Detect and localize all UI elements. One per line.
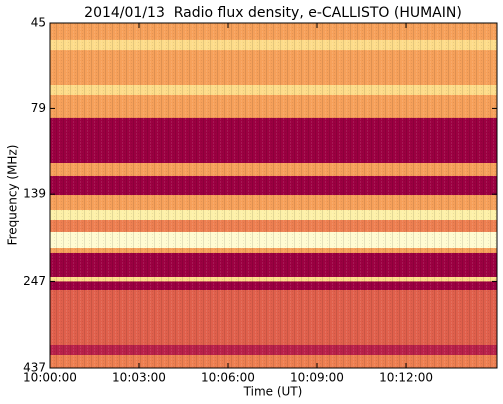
y-tick-label: 437 <box>23 361 46 375</box>
x-tick-label: 10:06:00 <box>201 371 255 385</box>
texture <box>50 23 497 368</box>
x-tick-label: 10:03:00 <box>112 371 166 385</box>
y-axis-label: Frequency (MHz) <box>6 145 20 246</box>
y-tick-label: 139 <box>23 187 46 201</box>
y-tick-label: 79 <box>31 101 46 115</box>
axes-frame <box>49 22 498 369</box>
x-tick-label: 10:09:00 <box>290 371 344 385</box>
y-tick-label: 45 <box>31 16 46 30</box>
x-tick-label: 10:12:00 <box>379 371 433 385</box>
chart-title: 2014/01/13 Radio flux density, e-CALLIST… <box>84 5 462 21</box>
x-axis-label: Time (UT) <box>243 385 303 399</box>
y-tick-label: 247 <box>23 274 46 288</box>
x-tick-label: 10:00:00 <box>23 371 77 385</box>
